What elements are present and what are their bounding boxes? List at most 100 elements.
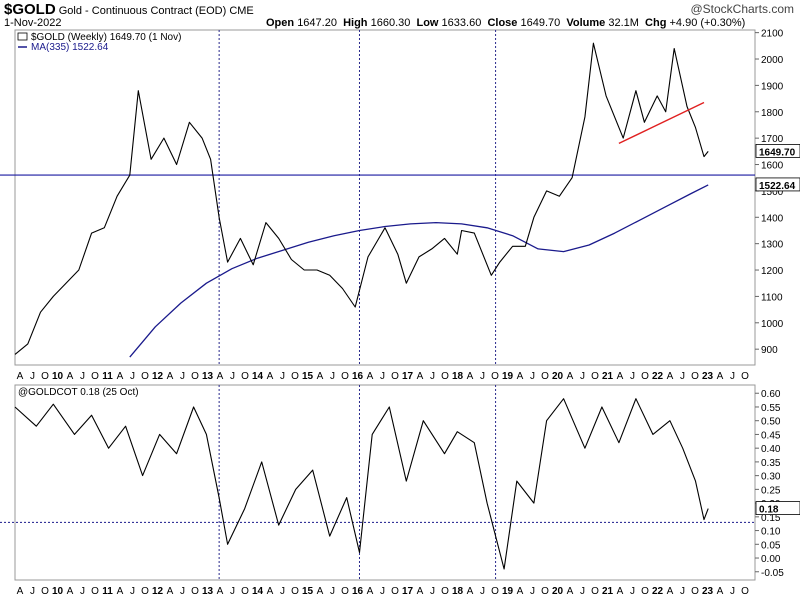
candle-icon: [17, 32, 28, 41]
cot-x-tick-label: 21: [602, 586, 614, 597]
cot-x-tick-label: O: [391, 586, 399, 597]
price-x-tick-label: J: [480, 371, 485, 382]
cot-x-tick-label: J: [130, 586, 135, 597]
price-x-tick-label: J: [280, 371, 285, 382]
cot-x-tick-label: 18: [452, 586, 464, 597]
cot-x-tick-label: O: [291, 586, 299, 597]
price-tick-label: 2000: [761, 55, 784, 66]
cot-x-tick-label: O: [91, 586, 99, 597]
cot-x-tick-label: J: [30, 586, 35, 597]
cot-x-tick-label: J: [380, 586, 385, 597]
cot-x-tick-label: A: [117, 586, 124, 597]
cot-x-tick-label: 17: [402, 586, 414, 597]
price-x-tick-label: A: [67, 371, 74, 382]
low-value: 1633.60: [441, 17, 482, 29]
price-x-tick-label: A: [317, 371, 324, 382]
goldcot-line: [14, 398, 709, 570]
cot-x-tick-label: A: [517, 586, 524, 597]
cot-x-tick-label: A: [717, 586, 724, 597]
cot-x-tick-label: J: [430, 586, 435, 597]
volume-label: Volume: [566, 17, 606, 29]
cot-last-tag-box: [755, 501, 800, 515]
close-value: 1649.70: [520, 17, 561, 29]
price-tick-label: 1500: [761, 187, 784, 198]
cot-x-tick-label: O: [41, 586, 49, 597]
last-price-tag: 1649.70: [759, 147, 796, 158]
cot-x-tick-label: A: [617, 586, 624, 597]
cot-x-tick-label: O: [691, 586, 699, 597]
cot-x-tick-label: O: [241, 586, 249, 597]
cot-x-tick-label: O: [491, 586, 499, 597]
cot-x-tick-label: A: [17, 586, 24, 597]
cot-x-tick-label: 11: [102, 586, 113, 597]
price-x-tick-label: J: [680, 371, 685, 382]
price-x-tick-label: O: [391, 371, 399, 382]
exchange: CME: [229, 5, 254, 17]
cot-x-tick-label: O: [641, 586, 649, 597]
cot-x-tick-label: J: [580, 586, 585, 597]
price-tick-label: 1000: [761, 319, 784, 330]
price-x-tick-label: O: [441, 371, 449, 382]
cot-x-tick-label: A: [167, 586, 174, 597]
price-x-tick-label: J: [430, 371, 435, 382]
price-x-tick-label: A: [567, 371, 574, 382]
cot-x-tick-label: A: [417, 586, 424, 597]
price-x-tick-label: O: [291, 371, 299, 382]
price-x-tick-label: A: [467, 371, 474, 382]
price-x-tick-label: O: [91, 371, 99, 382]
cot-tick-label: 0.05: [761, 540, 781, 551]
cot-x-tick-label: A: [267, 586, 274, 597]
price-x-tick-label: A: [417, 371, 424, 382]
price-legend-label: $GOLD (Weekly) 1649.70 (1 Nov): [31, 32, 181, 43]
cot-x-tick-label: J: [480, 586, 485, 597]
price-tick-label: 900: [761, 345, 778, 356]
price-x-tick-label: J: [80, 371, 85, 382]
price-tick-label: 1600: [761, 161, 784, 172]
price-x-tick-label: O: [641, 371, 649, 382]
cot-x-tick-label: 16: [352, 586, 364, 597]
price-x-tick-label: J: [180, 371, 185, 382]
red-trendline: [618, 101, 705, 145]
cot-legend-label: @GOLDCOT 0.18 (25 Oct): [18, 387, 139, 398]
price-x-tick-label: J: [330, 371, 335, 382]
price-x-tick-label: A: [717, 371, 724, 382]
price-x-tick-label: 19: [502, 371, 514, 382]
price-tick-label: 1700: [761, 134, 784, 145]
high-value: 1660.30: [370, 17, 411, 29]
cot-x-tick-label: O: [141, 586, 149, 597]
cot-x-tick-label: O: [341, 586, 349, 597]
cot-x-tick-label: 10: [52, 586, 64, 597]
cot-tick-label: -0.05: [761, 568, 784, 579]
gold-price-line: [14, 42, 709, 355]
description: Gold - Continuous Contract (EOD): [58, 5, 227, 17]
chart-date: 1-Nov-2022: [4, 17, 62, 29]
price-tick-label: 1200: [761, 266, 784, 277]
price-x-tick-label: J: [730, 371, 735, 382]
cot-x-tick-label: O: [591, 586, 599, 597]
price-x-tick-label: J: [380, 371, 385, 382]
price-tick-label: 1300: [761, 240, 784, 251]
price-x-tick-label: J: [580, 371, 585, 382]
ma-value-tag: 1522.64: [759, 181, 796, 192]
cot-x-tick-label: 14: [252, 586, 264, 597]
ohlc-readout: Open 1647.20 High 1660.30 Low 1633.60 Cl…: [266, 17, 745, 29]
cot-x-tick-label: A: [317, 586, 324, 597]
price-x-tick-label: A: [117, 371, 124, 382]
price-x-tick-label: O: [191, 371, 199, 382]
cot-x-tick-label: 13: [202, 586, 214, 597]
volume-value: 32.1M: [608, 17, 639, 29]
price-x-tick-label: A: [617, 371, 624, 382]
high-label: High: [343, 17, 368, 29]
price-x-tick-label: A: [167, 371, 174, 382]
cot-x-tick-label: J: [280, 586, 285, 597]
cot-x-tick-label: J: [630, 586, 635, 597]
price-x-tick-label: J: [530, 371, 535, 382]
cot-x-tick-label: A: [667, 586, 674, 597]
price-x-tick-label: O: [341, 371, 349, 382]
price-x-tick-label: 22: [652, 371, 664, 382]
price-x-tick-label: O: [741, 371, 749, 382]
cot-x-tick-label: J: [530, 586, 535, 597]
cot-x-tick-label: 20: [552, 586, 564, 597]
cot-x-tick-label: 19: [502, 586, 514, 597]
cot-panel-frame: [14, 384, 756, 581]
